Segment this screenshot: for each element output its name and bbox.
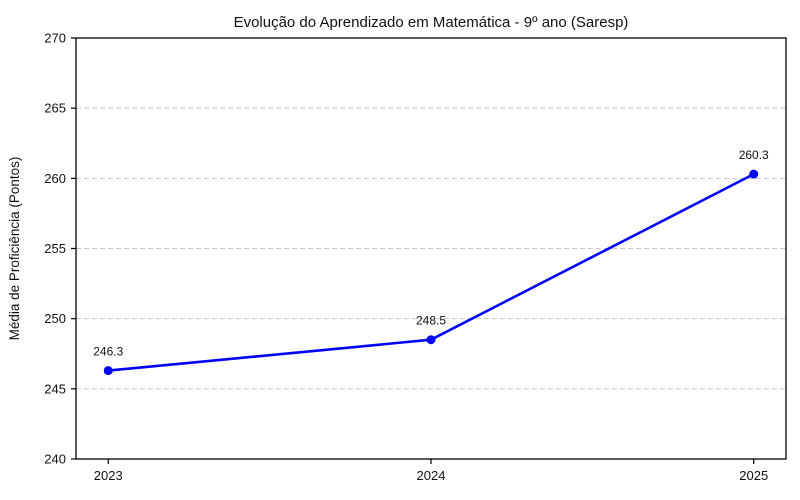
- data-series: [103, 169, 759, 376]
- x-tick-label: 2025: [739, 468, 768, 483]
- y-axis-label: Média de Proficiência (Pontos): [7, 157, 22, 341]
- data-point: [749, 169, 759, 179]
- data-point-label: 246.3: [93, 345, 123, 359]
- y-tick-label: 255: [44, 241, 66, 256]
- data-point: [426, 335, 436, 345]
- x-tick-label: 2024: [417, 468, 446, 483]
- data-point-labels: 246.3 248.5 260.3: [93, 148, 769, 358]
- y-tick-label: 260: [44, 171, 66, 186]
- data-point-label: 248.5: [416, 314, 446, 328]
- chart-title: Evolução do Aprendizado em Matemática - …: [234, 14, 629, 31]
- y-tick-label: 240: [44, 452, 66, 467]
- axis-ticks: [71, 37, 755, 464]
- y-tick-label: 270: [44, 31, 66, 46]
- data-point-label: 260.3: [739, 148, 769, 162]
- y-tick-label: 265: [44, 101, 66, 116]
- gridlines: [76, 107, 786, 390]
- x-tick-label: 2023: [94, 468, 123, 483]
- plot-border: [75, 37, 787, 460]
- data-point: [103, 366, 113, 376]
- y-tick-label: 245: [44, 381, 66, 396]
- y-tick-label: 250: [44, 311, 66, 326]
- axis-tick-labels: 240 245 250 255 260 265 270 2023 2024 2025: [44, 31, 768, 484]
